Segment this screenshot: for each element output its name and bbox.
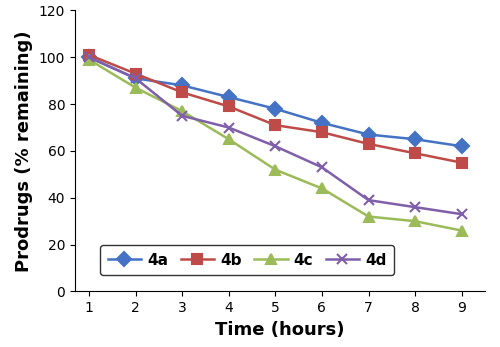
4a (132, 76, 138, 81)
4c (179, 109, 185, 113)
4c (458, 229, 464, 233)
4b (412, 151, 418, 155)
4d (319, 165, 325, 169)
4a (412, 137, 418, 141)
Line: 4a: 4a (84, 52, 466, 151)
4b (366, 142, 372, 146)
4c (272, 168, 278, 172)
4c (132, 86, 138, 90)
4b (272, 123, 278, 127)
4d (86, 55, 92, 59)
Y-axis label: Prodrugs (% remaining): Prodrugs (% remaining) (16, 30, 34, 272)
4b (319, 130, 325, 134)
4b (132, 71, 138, 76)
Line: 4d: 4d (84, 52, 466, 219)
4c (412, 219, 418, 223)
4a (458, 144, 464, 149)
4a (86, 55, 92, 59)
Line: 4c: 4c (84, 55, 466, 236)
4d (179, 114, 185, 118)
4b (458, 161, 464, 165)
4b (86, 53, 92, 57)
4c (366, 214, 372, 219)
Line: 4b: 4b (84, 50, 466, 168)
Legend: 4a, 4b, 4c, 4d: 4a, 4b, 4c, 4d (100, 245, 394, 276)
4a (272, 107, 278, 111)
4d (132, 76, 138, 81)
4b (179, 90, 185, 94)
4b (226, 104, 232, 109)
4c (226, 137, 232, 141)
4d (412, 205, 418, 209)
4d (458, 212, 464, 216)
4a (226, 95, 232, 99)
4a (319, 121, 325, 125)
4c (319, 186, 325, 191)
4d (226, 126, 232, 130)
4a (179, 83, 185, 87)
4a (366, 133, 372, 137)
4d (272, 144, 278, 149)
4c (86, 58, 92, 62)
4d (366, 198, 372, 202)
X-axis label: Time (hours): Time (hours) (215, 321, 345, 339)
